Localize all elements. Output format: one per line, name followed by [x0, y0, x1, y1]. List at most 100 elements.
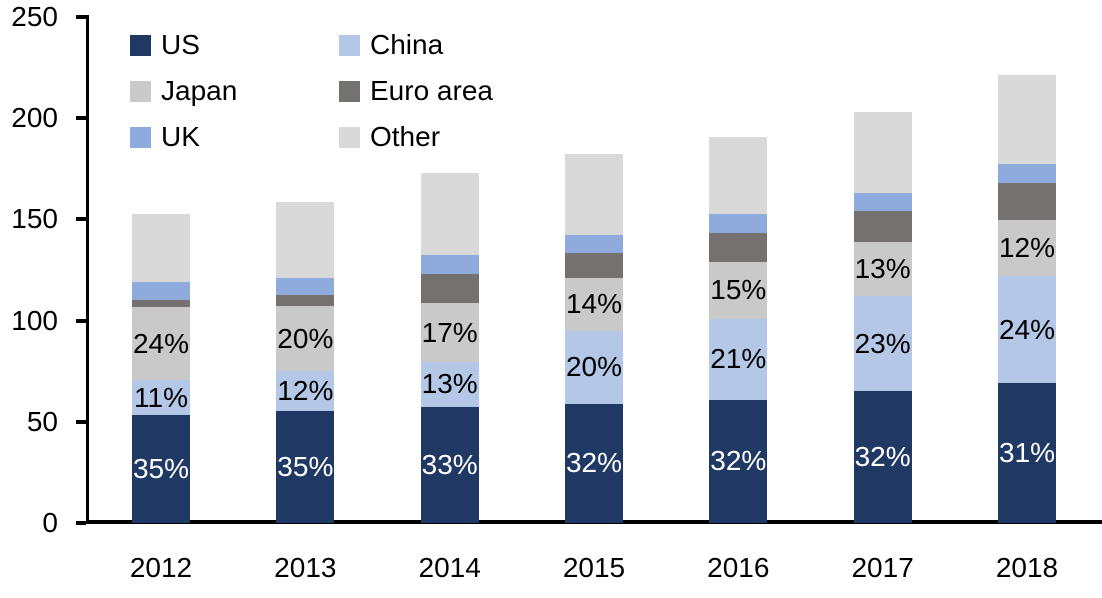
legend-item-uk: UK: [130, 119, 200, 155]
segment-label: 32%: [710, 445, 767, 477]
bar-segment-uk-2018: [997, 163, 1056, 183]
segment-label: 14%: [565, 288, 622, 320]
segment-label: 24%: [998, 313, 1055, 345]
bar-segment-us-2014: [420, 406, 479, 523]
bar-segment-other-2012: [132, 214, 190, 283]
bar-segment-other-2017: [853, 112, 912, 194]
legend-item-japan: Japan: [130, 73, 237, 109]
x-axis-label: 2017: [851, 552, 914, 583]
bar-segment-japan-2013: [276, 306, 335, 372]
bar-segment-china-2015: [564, 330, 623, 404]
y-axis-label: 250: [11, 1, 58, 32]
bar-segment-us-2012: [132, 414, 190, 523]
bar-segment-uk-2012: [132, 282, 190, 301]
y-tick-mark: [76, 521, 86, 525]
bar-segment-us-2016: [709, 399, 768, 523]
y-tick-mark: [76, 217, 86, 222]
bar-segment-uk-2015: [564, 234, 623, 253]
bar-segment-other-2014: [420, 172, 479, 255]
legend-label: China: [370, 29, 444, 60]
bar-segment-euro-area-2012: [132, 300, 190, 308]
bar-segment-other-2015: [564, 153, 623, 235]
segment-label: 13%: [854, 252, 911, 284]
bar-segment-uk-2014: [420, 254, 479, 275]
y-axis-label: 50: [26, 405, 58, 437]
segment-label: 20%: [565, 351, 622, 383]
legend-label: Other: [370, 121, 441, 152]
legend-label: Japan: [161, 75, 238, 106]
segment-label: 24%: [132, 327, 190, 359]
x-axis-label: 2012: [129, 552, 193, 583]
segment-label: 33%: [421, 448, 478, 480]
bar-segment-other-2016: [709, 137, 768, 215]
segment-label: 11%: [134, 381, 188, 413]
segment-label: 13%: [421, 368, 478, 400]
bar-segment-japan-2017: [853, 241, 912, 297]
legend-label: Euro area: [370, 75, 493, 106]
bar-segment-euro-area-2013: [276, 295, 335, 307]
segment-label: 12%: [998, 232, 1055, 264]
bar-segment-china-2016: [709, 318, 768, 400]
bar-segment-china-2017: [853, 296, 912, 392]
bar-segment-china-2014: [420, 362, 479, 407]
bar-segment-china-2018: [997, 276, 1056, 384]
bar-segment-us-2013: [276, 410, 335, 523]
bar-segment-uk-2013: [276, 278, 335, 296]
bar-segment-uk-2016: [709, 214, 768, 233]
bar-segment-other-2018: [997, 74, 1056, 164]
y-axis-label: 200: [11, 102, 58, 134]
segment-label: 20%: [277, 322, 334, 354]
y-tick-mark: [76, 116, 86, 121]
y-tick-mark: [76, 318, 86, 323]
bar-segment-euro-area-2015: [564, 252, 623, 279]
x-axis-label: 2013: [274, 552, 337, 583]
legend-swatch-icon: [339, 34, 360, 56]
segment-label: 12%: [277, 374, 334, 406]
legend-swatch-icon: [130, 34, 151, 56]
bar-segment-japan-2015: [564, 278, 623, 331]
segment-label: 35%: [277, 450, 334, 482]
y-tick-mark: [76, 15, 86, 19]
bar-segment-china-2012: [132, 380, 190, 415]
bar-segment-euro-area-2018: [997, 182, 1056, 221]
y-axis-line: [86, 15, 89, 524]
segment-label: 21%: [710, 343, 767, 375]
bar-segment-us-2017: [853, 391, 912, 523]
bar-segment-euro-area-2017: [853, 211, 912, 242]
legend-item-china: China: [339, 27, 443, 63]
bar-segment-japan-2014: [420, 303, 479, 363]
segment-label: 17%: [421, 316, 478, 348]
segment-label: 32%: [854, 441, 911, 473]
bar-segment-china-2013: [276, 371, 335, 411]
legend-swatch-icon: [339, 80, 360, 102]
x-axis-label: 2015: [562, 552, 626, 583]
legend-label: US: [161, 29, 200, 60]
bar-segment-euro-area-2016: [709, 232, 768, 262]
y-axis-label: 150: [11, 203, 58, 235]
y-tick-mark: [76, 419, 86, 424]
bar-segment-japan-2018: [997, 220, 1056, 277]
bar-segment-uk-2017: [853, 193, 912, 212]
x-axis-label: 2018: [995, 552, 1059, 583]
x-axis-label: 2016: [707, 552, 770, 583]
legend-swatch-icon: [339, 126, 360, 148]
legend-item-us: US: [130, 27, 200, 63]
bar-segment-us-2018: [997, 383, 1056, 523]
legend-item-euro-area: Euro area: [339, 73, 493, 109]
legend-label: UK: [161, 121, 200, 152]
bar-segment-us-2015: [564, 403, 623, 523]
segment-label: 32%: [565, 447, 622, 479]
legend-item-other: Other: [339, 119, 440, 155]
segment-label: 23%: [854, 327, 911, 359]
legend-swatch-icon: [130, 126, 151, 148]
bar-segment-euro-area-2014: [420, 274, 479, 304]
segment-label: 31%: [998, 437, 1055, 469]
y-axis-label: 100: [11, 304, 58, 336]
x-axis-label: 2014: [418, 552, 481, 583]
segment-label: 35%: [132, 452, 190, 484]
segment-label: 15%: [710, 274, 767, 306]
bar-segment-other-2013: [276, 202, 335, 279]
y-axis-label: 0: [42, 507, 58, 538]
legend-swatch-icon: [130, 80, 151, 102]
